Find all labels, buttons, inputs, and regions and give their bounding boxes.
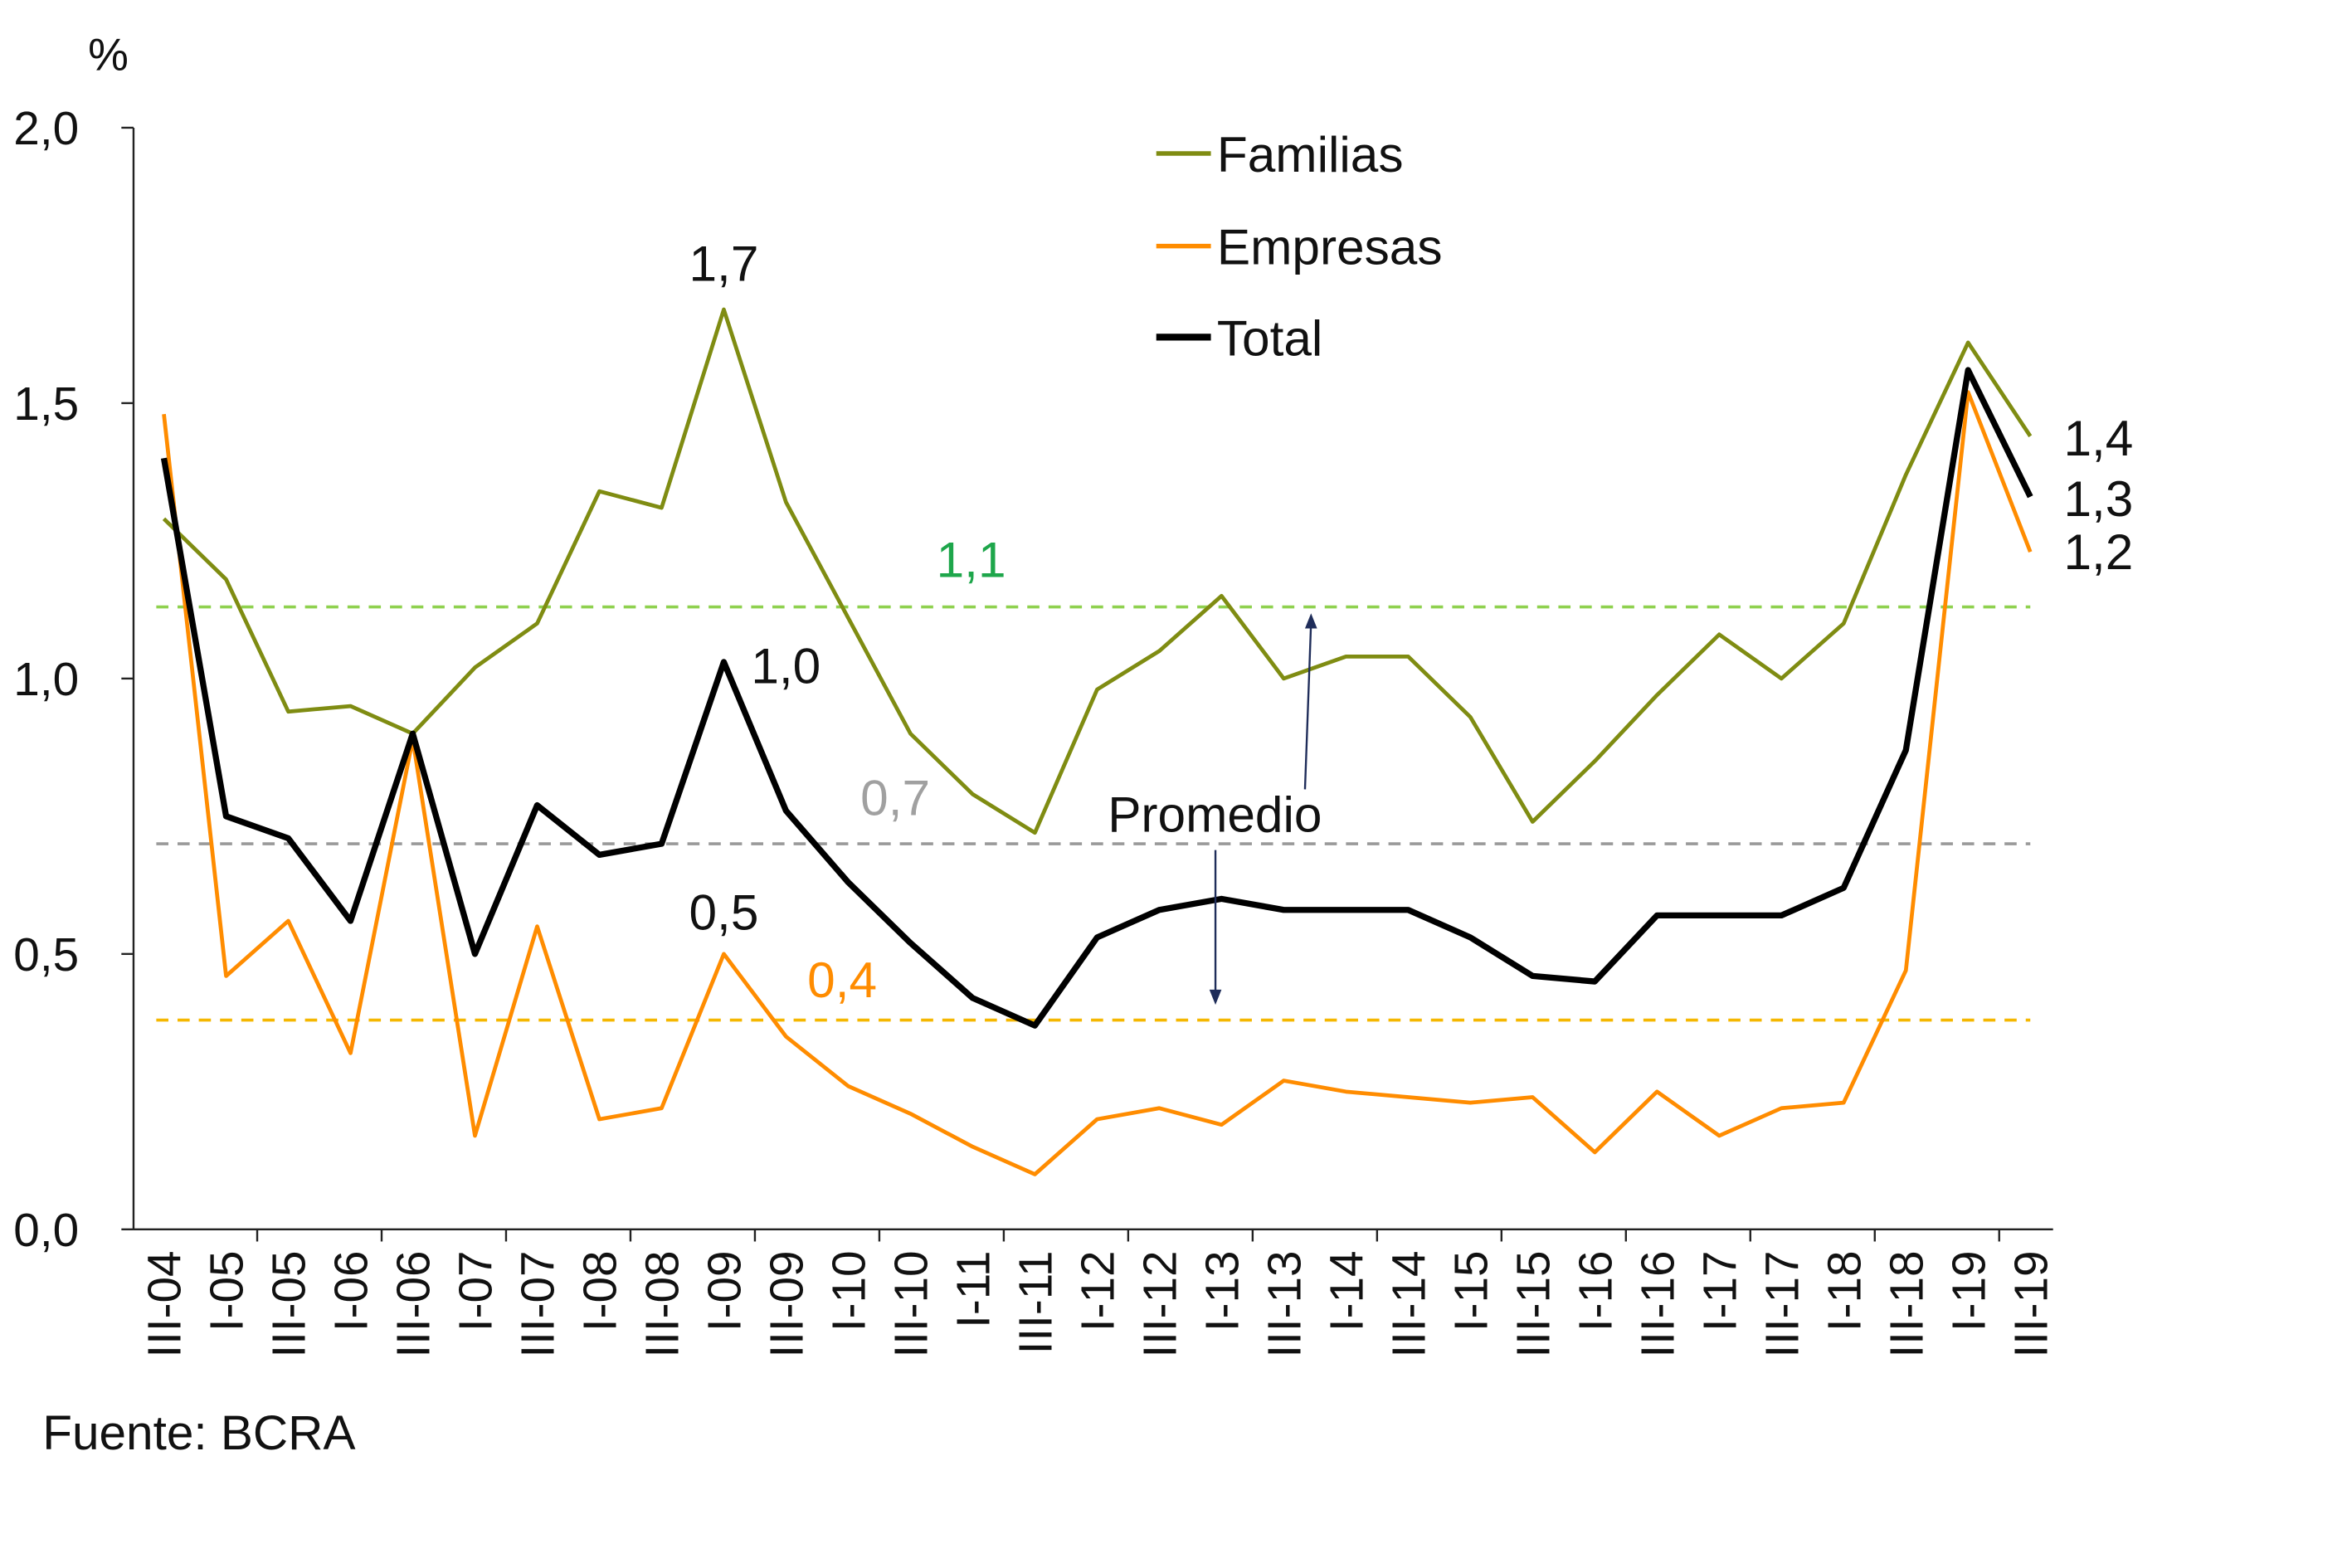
x-tick-label: I-18 (1819, 1250, 1871, 1332)
x-tick-label: III-13 (1259, 1250, 1311, 1357)
y-tick-label: 1,5 (13, 378, 79, 431)
y-tick-label: 1,0 (13, 654, 79, 706)
x-tick-label: III-14 (1383, 1250, 1435, 1357)
data-label: 1,2 (2063, 523, 2133, 580)
average-value-label: 1,1 (937, 531, 1006, 587)
x-tick-label: I-12 (1073, 1250, 1125, 1332)
legend-label: Familias (1217, 126, 1404, 183)
data-label: 1,4 (2063, 410, 2133, 466)
x-tick-label: I-09 (699, 1250, 752, 1332)
x-tick-label: I-13 (1196, 1250, 1249, 1332)
x-tick-label: I-15 (1445, 1250, 1497, 1332)
average-value-label: 0,7 (860, 769, 930, 825)
average-lines (156, 605, 2031, 1022)
average-value-label: 0,4 (807, 952, 877, 1008)
annotations: 1,1 0,7 0,4 1,7 1,0 0,5 1,41,31,2 (689, 236, 2134, 1008)
y-tick-label: 2,0 (13, 103, 79, 155)
x-tick-label: III-11 (1010, 1250, 1063, 1354)
average-label: Promedio (1108, 786, 1322, 843)
y-tick-label: 0,5 (13, 929, 79, 981)
legend-label: Total (1217, 309, 1322, 366)
average-arrow-up (1303, 622, 1312, 790)
x-tick-label: III-04 (139, 1250, 192, 1357)
x-tick-label: I-19 (1943, 1250, 1995, 1332)
x-tick-label: III-15 (1507, 1250, 1560, 1357)
x-tick-label: III-18 (1881, 1250, 1933, 1357)
data-label: 1,3 (2063, 470, 2133, 527)
x-tick-label: III-19 (2005, 1250, 2057, 1357)
x-tick-label: I-05 (202, 1250, 254, 1332)
data-label: 1,7 (689, 236, 759, 292)
x-tick-label: I-06 (326, 1250, 378, 1332)
series-line-empresas (162, 390, 2033, 1176)
legend: Familias Empresas Total (1156, 126, 1443, 366)
series-line-familias (162, 307, 2033, 835)
x-tick-label: III-12 (1135, 1250, 1187, 1357)
x-tick-label: III-16 (1632, 1250, 1684, 1357)
x-tick-label: III-06 (388, 1250, 441, 1357)
x-tick-label: I-17 (1694, 1250, 1746, 1332)
x-tick-label: III-08 (637, 1250, 689, 1357)
x-tick-label: I-16 (1570, 1250, 1622, 1332)
arrow-head-up (1304, 613, 1317, 629)
x-tick-label: III-09 (762, 1250, 814, 1357)
x-tick-label: I-11 (948, 1250, 1001, 1327)
x-tick-label: I-10 (824, 1250, 876, 1332)
x-tick-label: III-05 (264, 1250, 316, 1357)
legend-label: Empresas (1217, 219, 1443, 275)
x-tick-label: III-17 (1756, 1250, 1809, 1357)
data-label: 0,5 (689, 884, 759, 941)
x-tick-label: I-08 (575, 1250, 627, 1332)
y-axis-unit: % (88, 28, 129, 80)
source-note: Fuente: BCRA (42, 1406, 355, 1460)
x-tick-label: I-07 (450, 1250, 503, 1332)
series-lines (160, 307, 2033, 1176)
x-tick-label: III-07 (513, 1250, 565, 1357)
arrow-head-down (1209, 989, 1222, 1006)
x-tick-label: III-10 (886, 1250, 938, 1357)
y-tick-label: 0,0 (13, 1205, 79, 1257)
data-label: 1,0 (751, 638, 821, 694)
x-tick-label: I-14 (1321, 1250, 1373, 1332)
